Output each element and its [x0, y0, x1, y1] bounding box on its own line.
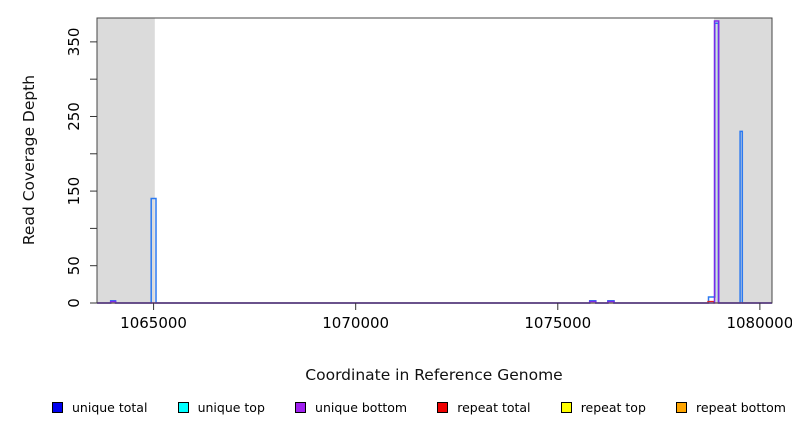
legend-label: unique top — [197, 399, 265, 415]
legend-swatch-icon — [560, 401, 572, 413]
legend-swatch-icon — [437, 401, 449, 413]
plot-frame — [96, 17, 773, 304]
series-unique-bottom — [97, 20, 772, 304]
legend-item-unique-total: unique total — [52, 400, 147, 415]
series-lines — [97, 20, 772, 304]
x-tick-label: 1065000 — [120, 314, 187, 332]
y-tick-label: 350 — [65, 28, 83, 57]
x-tick-label: 1075000 — [524, 314, 591, 332]
legend-item-repeat-top: repeat top — [560, 399, 646, 415]
legend-swatch-icon — [295, 401, 307, 413]
series-unique-total — [97, 22, 772, 304]
y-axis-title: Read Coverage Depth — [20, 75, 38, 245]
coverage-plot: 1065000 1070000 1075000 1080000 0 50 150 250 350… — [20, 17, 792, 384]
legend-label: repeat bottom — [696, 399, 786, 415]
x-axis-title: Coordinate in Reference Genome — [305, 366, 562, 384]
legend-item-unique-top: unique top — [177, 399, 265, 415]
axis-ticks: 1065000 1070000 1075000 1080000 0 50 150 250 350 — [65, 28, 792, 332]
y-tick-label: 150 — [65, 177, 83, 206]
masked-region-left — [97, 18, 155, 303]
legend-label: repeat total — [457, 399, 531, 415]
legend-label: unique bottom — [315, 399, 408, 415]
legend-swatch-icon — [177, 401, 189, 413]
legend: unique total unique top unique bottom repea… — [52, 394, 786, 420]
legend-label: unique total — [72, 399, 148, 415]
legend-item-repeat-bottom: repeat bottom — [676, 400, 786, 415]
legend-item-repeat-total: repeat total — [437, 399, 531, 415]
y-tick-label: 50 — [65, 256, 83, 275]
shaded-regions — [97, 18, 772, 303]
x-tick-label: 1070000 — [322, 314, 389, 332]
x-tick-label: 1080000 — [726, 314, 792, 332]
y-tick-label: 250 — [65, 102, 83, 131]
legend-swatch-icon — [52, 401, 63, 413]
legend-swatch-icon — [676, 401, 688, 413]
legend-item-unique-bottom: unique bottom — [295, 400, 407, 415]
y-tick-label: 0 — [65, 298, 83, 308]
legend-label: repeat top — [580, 399, 646, 415]
